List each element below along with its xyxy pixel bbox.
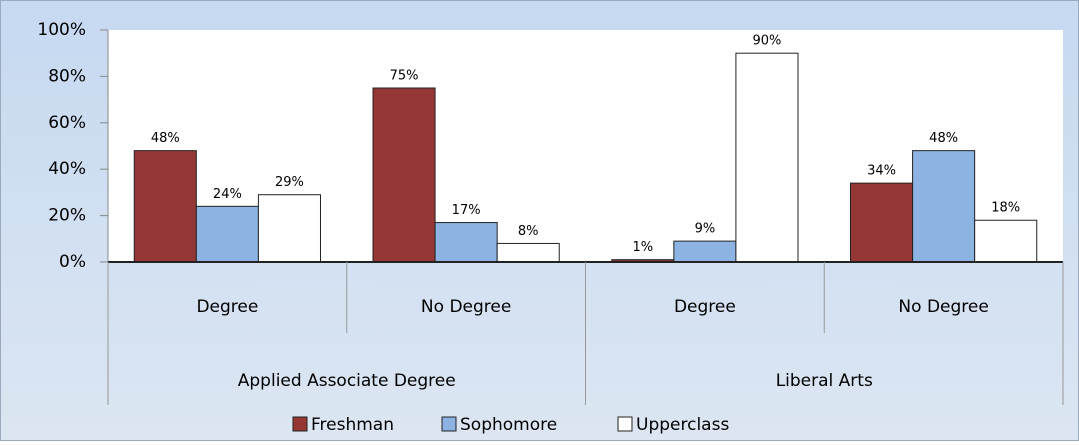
legend-swatch [292,416,308,432]
bar [496,242,560,263]
data-label: 24% [213,187,242,202]
data-label: 48% [929,131,958,146]
bar [372,87,436,263]
data-label: 1% [632,240,653,255]
bar [257,194,321,263]
legend-label: Freshman [311,415,394,435]
y-tick-label: 80% [48,66,86,86]
bar [735,52,799,263]
data-label: 9% [695,222,716,237]
data-label: 34% [867,164,896,179]
data-label: 17% [452,203,481,218]
data-label: 75% [390,69,419,84]
group-label: Applied Associate Degree [238,371,456,391]
x-tick-label: Degree [674,297,736,317]
group-label: Liberal Arts [776,371,873,391]
bar [133,150,197,263]
y-tick-label: 0% [59,252,86,272]
legend-label: Upperclass [636,415,729,435]
data-label: 8% [518,224,539,239]
y-tick-label: 20% [48,206,86,226]
bar [195,205,259,263]
bar [434,222,498,263]
y-tick-label: 60% [48,113,86,133]
bar [912,150,976,263]
x-tick-label: Degree [196,297,258,317]
bar [974,219,1038,263]
legend-swatch [441,416,457,432]
y-tick-label: 100% [37,20,86,40]
legend-label: Sophomore [460,415,557,435]
bar [850,182,914,263]
x-tick-label: No Degree [898,297,988,317]
data-label: 18% [991,201,1020,216]
bar [673,240,737,263]
x-tick-label: No Degree [421,297,511,317]
data-label: 90% [752,34,781,49]
legend-swatch [617,416,633,432]
y-tick-label: 40% [48,159,86,179]
data-label: 29% [275,175,304,190]
data-label: 48% [151,131,180,146]
